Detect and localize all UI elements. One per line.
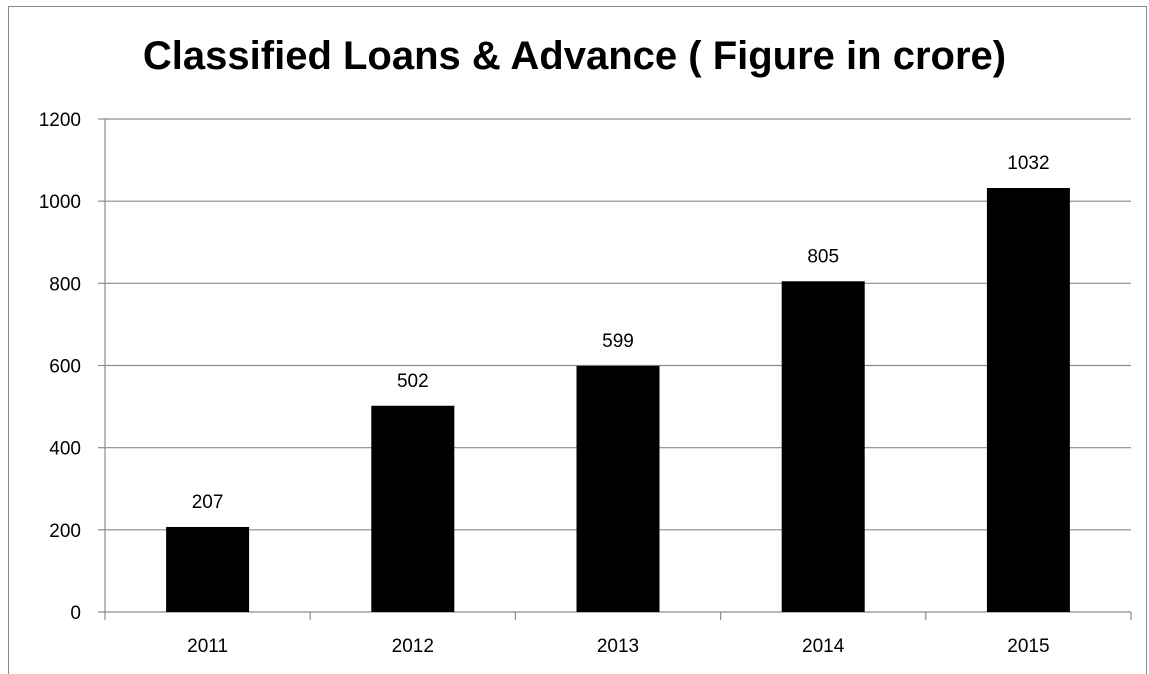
bar-2014 (781, 281, 865, 612)
bar-2011 (166, 526, 250, 612)
bar-2012 (371, 405, 455, 612)
y-tick-label: 800 (49, 274, 81, 295)
data-label-2014: 805 (807, 246, 839, 267)
y-tick-label: 0 (70, 603, 81, 624)
data-label-2013: 599 (602, 331, 634, 352)
x-tick-labels: 2011 2012 2013 2014 2015 (187, 636, 1049, 657)
data-label-2012: 502 (397, 371, 429, 392)
y-tick-label: 1200 (39, 110, 81, 131)
bars (166, 188, 1070, 612)
x-tick-label: 2012 (392, 636, 434, 657)
data-label-2015: 1032 (1007, 153, 1049, 174)
data-labels: 207 502 599 805 1032 (192, 153, 1050, 513)
y-tick-label: 200 (49, 521, 81, 542)
y-tick-labels: 0 200 400 600 800 1000 1200 (39, 110, 81, 624)
x-tick-label: 2011 (187, 636, 228, 657)
x-tick-label: 2014 (802, 636, 845, 657)
chart-title: Classified Loans & Advance ( Figure in c… (142, 34, 1007, 78)
x-tick-label: 2015 (1007, 636, 1049, 657)
x-tick-label: 2013 (597, 636, 639, 657)
data-label-2011: 207 (192, 492, 224, 513)
bar-2015 (986, 188, 1070, 612)
bar-2013 (576, 365, 660, 612)
y-tick-label: 600 (49, 357, 81, 378)
y-tick-label: 1000 (39, 192, 81, 213)
y-tick-label: 400 (49, 439, 81, 460)
